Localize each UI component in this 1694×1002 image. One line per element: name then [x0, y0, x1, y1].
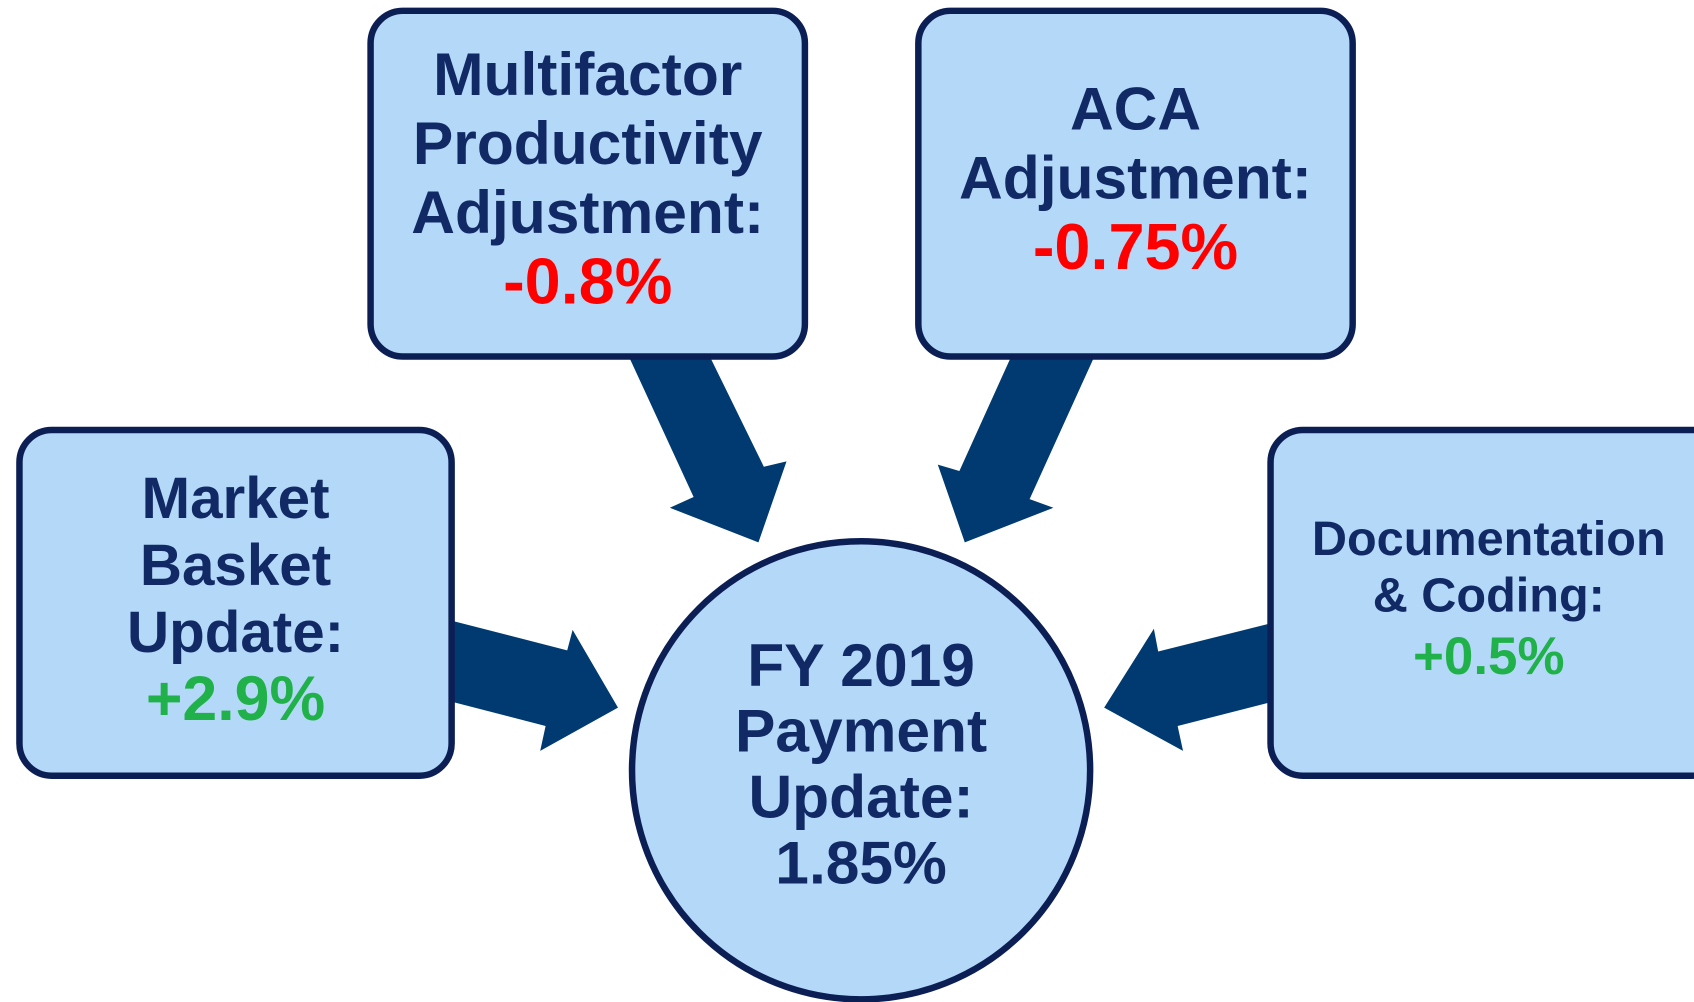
node-label: Adjustment: — [411, 178, 764, 246]
node-label: ACA — [1070, 74, 1201, 142]
result-circle — [628, 538, 1094, 1002]
labels: MarketBasketUpdate:+2.9%MultifactorProdu… — [127, 40, 1666, 897]
node-box — [1267, 426, 1694, 779]
node-value: +0.5% — [1413, 627, 1565, 686]
node-label: Update: — [127, 600, 344, 665]
node-label: Multifactor — [433, 40, 742, 108]
node-label: Productivity — [413, 109, 763, 177]
arrow — [453, 621, 618, 751]
arrow — [1104, 623, 1271, 751]
node-label: Market — [142, 466, 330, 531]
node-box — [16, 426, 455, 779]
node-label: Adjustment: — [959, 144, 1312, 212]
arrow — [629, 358, 787, 543]
node-label: Documentation — [1312, 512, 1666, 566]
diagram-content: MarketBasketUpdate:+2.9%MultifactorProdu… — [16, 7, 1694, 1002]
result-label: FY 2019 — [747, 631, 975, 699]
node-box — [367, 7, 809, 360]
node-value: -0.75% — [1033, 210, 1238, 283]
node-label: Basket — [140, 533, 331, 598]
result-label: Update: — [748, 763, 973, 831]
node-value: -0.8% — [503, 244, 672, 317]
node-value: +2.9% — [146, 664, 325, 734]
result-label: 1.85% — [775, 829, 947, 897]
arrow — [937, 358, 1094, 543]
node-label: & Coding: — [1373, 568, 1605, 622]
node-box — [915, 7, 1356, 360]
result-label: Payment — [735, 697, 987, 765]
